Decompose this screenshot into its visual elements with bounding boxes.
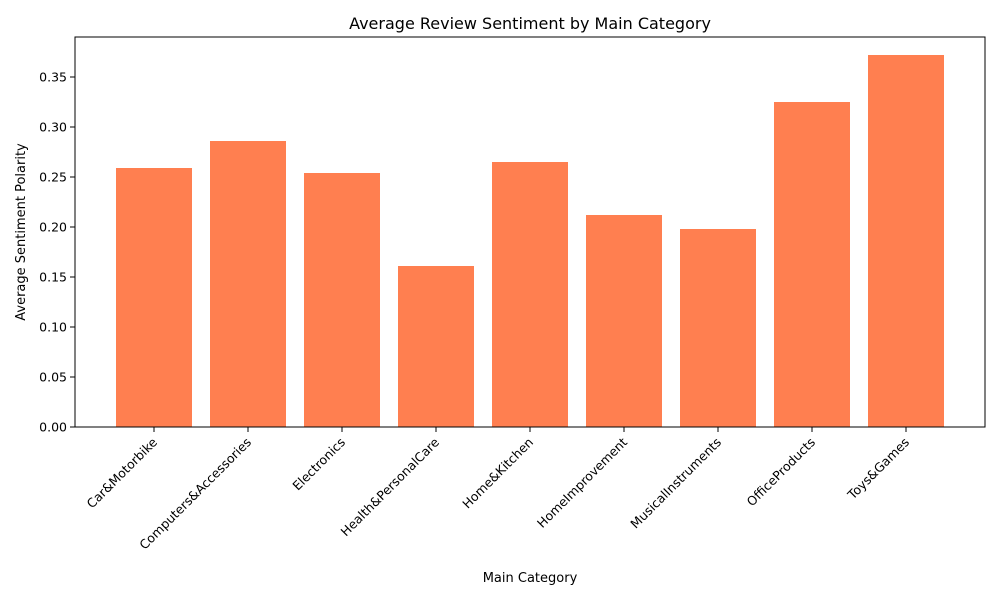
x-tick-label: MusicalInstruments: [627, 435, 724, 532]
y-tick-label: 0.25: [39, 170, 67, 185]
x-axis-label: Main Category: [483, 571, 578, 586]
bar-computers-accessories: [210, 141, 286, 427]
bar-officeproducts: [774, 102, 850, 427]
y-axis-label: Average Sentiment Polarity: [14, 143, 29, 321]
plot-frame: [74, 36, 986, 428]
bar-musicalinstruments: [680, 229, 756, 427]
x-tick-label: HomeImprovement: [534, 434, 630, 530]
bar-toys-games: [868, 55, 944, 427]
bar-electronics: [304, 173, 380, 427]
bar-home-kitchen: [492, 162, 568, 427]
y-tick-label: 0.05: [39, 370, 67, 385]
bar-homeimprovement: [586, 215, 662, 427]
y-tick-label: 0.35: [39, 70, 67, 85]
bar-health-personalcare: [398, 266, 474, 427]
x-tick-label: Toys&Games: [844, 435, 912, 503]
x-tick-label: Health&PersonalCare: [338, 434, 443, 539]
plot-area: 0.00 0.05 0.10 0.15 0.20 0.25 0.30 0.35 Car&Moto…: [39, 36, 986, 553]
x-tick-label: Car&Motorbike: [84, 434, 161, 511]
x-tick-label: Computers&Accessories: [136, 435, 254, 553]
y-tick-label: 0.30: [39, 120, 67, 135]
y-tick-label: 0.00: [39, 420, 67, 435]
x-tick-label: OfficeProducts: [744, 435, 819, 510]
y-tick-label: 0.20: [39, 220, 67, 235]
x-tick-label: Electronics: [289, 435, 348, 494]
y-tick-label: 0.15: [39, 270, 67, 285]
bar-car-motorbike: [116, 168, 192, 427]
y-tick-label: 0.10: [39, 320, 67, 335]
chart-title: Average Review Sentiment by Main Categor…: [349, 14, 711, 33]
x-tick-label: Home&Kitchen: [459, 435, 536, 512]
